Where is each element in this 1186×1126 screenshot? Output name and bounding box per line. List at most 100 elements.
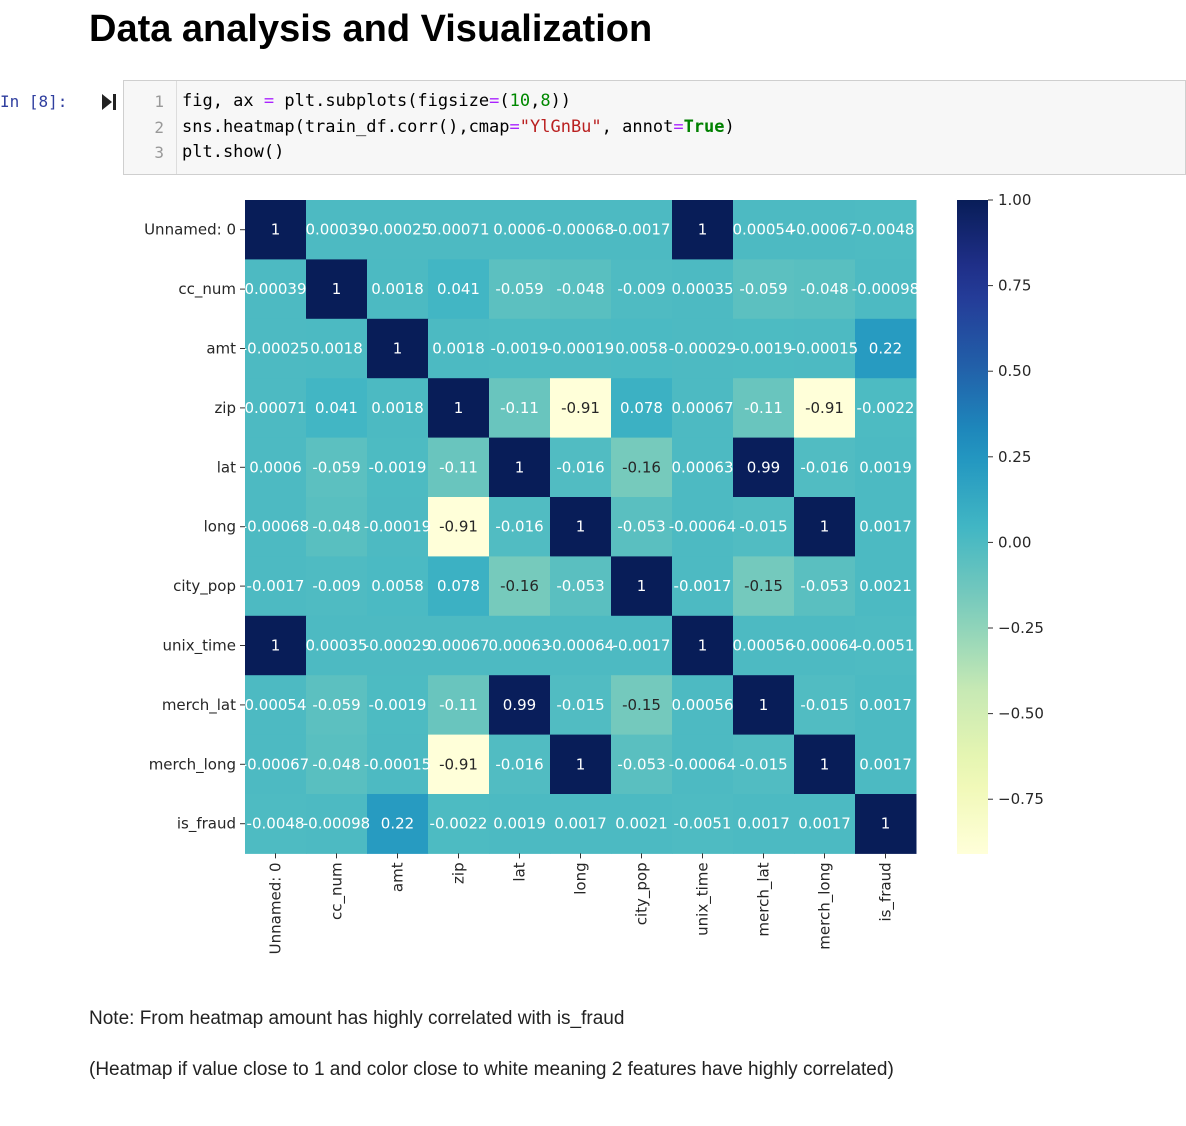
heatmap-cell	[550, 734, 612, 795]
heatmap-cell	[306, 497, 368, 557]
heatmap-cell	[550, 497, 612, 557]
code-line-3[interactable]: plt.show()	[182, 142, 285, 162]
heatmap-cell	[733, 378, 795, 439]
colorbar-tick-label: −0.50	[998, 705, 1044, 723]
run-cell-icon[interactable]	[102, 94, 116, 110]
cell-annotation: -0.91	[805, 399, 844, 417]
cell-annotation: 1	[698, 221, 708, 239]
heatmap-cell	[367, 794, 429, 854]
cell-annotation: 0.0058	[371, 577, 424, 595]
cell-annotation: 0.0017	[859, 755, 912, 773]
cell-annotation: -0.00015	[364, 755, 431, 773]
cell-annotation: 0.00035	[671, 280, 733, 298]
cell-annotation: -0.16	[622, 458, 661, 476]
cell-annotation: -0.00015	[791, 340, 858, 358]
cell-annotation: 0.00067	[427, 637, 489, 655]
cell-annotation: -0.91	[439, 755, 478, 773]
heatmap-cell	[245, 497, 307, 557]
heatmap-cell	[794, 378, 856, 439]
heatmap-cell	[855, 378, 917, 439]
cell-annotation: -0.0048	[857, 221, 915, 239]
heatmap-cell	[855, 259, 917, 320]
cell-annotation: -0.16	[500, 577, 539, 595]
heatmap-cell	[245, 259, 307, 320]
cell-annotation: -0.009	[312, 577, 360, 595]
cell-annotation: -0.00064	[669, 518, 736, 536]
cell-annotation: 0.22	[869, 340, 902, 358]
heatmap-cell	[367, 556, 429, 617]
heatmap-cell	[428, 734, 490, 795]
x-tick-label: unix_time	[694, 862, 713, 935]
y-tick-label: unix_time	[163, 637, 236, 656]
heatmap-cell	[550, 556, 612, 617]
cell-annotation: -0.015	[739, 755, 787, 773]
cell-annotation: -0.00064	[547, 637, 614, 655]
heatmap-cell	[733, 259, 795, 320]
cell-annotation: 1	[515, 458, 525, 476]
x-tick-label: zip	[450, 862, 468, 884]
heatmap-cell	[489, 200, 551, 260]
heatmap-cell	[611, 556, 673, 617]
heatmap-cell	[367, 675, 429, 736]
heatmap-cell	[672, 200, 734, 260]
x-tick-label: merch_long	[816, 862, 835, 949]
cell-annotation: 0.0017	[859, 696, 912, 714]
cell-annotation: -0.053	[617, 518, 665, 536]
code-cell[interactable]: 1 2 3 fig, ax = plt.subplots(figsize=(10…	[123, 80, 1186, 175]
heatmap-cell	[306, 437, 368, 498]
heatmap-cell	[733, 497, 795, 557]
cell-annotation: 0.078	[437, 577, 480, 595]
heatmap-cell	[794, 497, 856, 557]
x-tick-label: merch_lat	[755, 862, 774, 936]
cell-annotation: 0.0018	[310, 340, 363, 358]
cell-annotation: -0.0017	[247, 577, 305, 595]
heatmap-cell	[428, 378, 490, 439]
heatmap-cell	[794, 200, 856, 260]
code-line-1[interactable]: fig, ax = plt.subplots(figsize=(10,8))	[182, 91, 572, 111]
cell-annotation: 0.00054	[244, 696, 306, 714]
heatmap-cell	[733, 794, 795, 854]
cell-annotation: -0.15	[744, 577, 783, 595]
colorbar-tick-label: 0.25	[998, 448, 1031, 466]
cell-annotation: -0.0051	[857, 637, 915, 655]
heatmap-cell	[611, 497, 673, 557]
cell-annotation: 0.0017	[859, 518, 912, 536]
heatmap-cell	[855, 556, 917, 617]
y-tick-label: merch_lat	[162, 696, 236, 715]
cell-annotation: -0.016	[556, 458, 604, 476]
heatmap-cell	[672, 734, 734, 795]
x-tick-label: amt	[389, 862, 407, 892]
heatmap-cell	[611, 675, 673, 736]
heatmap-cell	[794, 794, 856, 854]
y-tick-label: merch_long	[149, 755, 236, 774]
y-tick-label: Unnamed: 0	[144, 221, 236, 239]
heatmap-cell	[550, 794, 612, 854]
code-line-2[interactable]: sns.heatmap(train_df.corr(),cmap="YlGnBu…	[182, 117, 735, 137]
cell-annotation: -0.016	[495, 755, 543, 773]
heatmap-cell	[611, 437, 673, 498]
heatmap-cell	[245, 318, 307, 379]
heatmap-cell	[794, 675, 856, 736]
x-tick-label: Unnamed: 0	[267, 862, 285, 954]
heatmap-cell	[367, 734, 429, 795]
heatmap-cell	[306, 318, 368, 379]
heatmap-cell	[855, 675, 917, 736]
colorbar-tick-label: −0.25	[998, 619, 1044, 637]
heatmap-cell	[672, 318, 734, 379]
cell-annotation: -0.053	[617, 755, 665, 773]
line-number: 1	[154, 92, 164, 111]
cell-annotation: -0.00067	[242, 755, 309, 773]
heatmap-cell	[245, 615, 307, 676]
heatmap-cell	[306, 378, 368, 439]
heatmap-cell	[611, 318, 673, 379]
heatmap-cell	[672, 615, 734, 676]
heatmap-cell	[428, 259, 490, 320]
cell-annotation: 0.0021	[615, 815, 668, 833]
cell-annotation: 1	[637, 577, 647, 595]
cell-annotation: 0.00067	[671, 399, 733, 417]
cell-annotation: -0.0017	[613, 221, 671, 239]
heatmap-cell	[611, 378, 673, 439]
cell-annotation: 1	[271, 637, 281, 655]
cell-annotation: -0.00029	[364, 637, 431, 655]
cell-annotation: -0.0022	[430, 815, 488, 833]
